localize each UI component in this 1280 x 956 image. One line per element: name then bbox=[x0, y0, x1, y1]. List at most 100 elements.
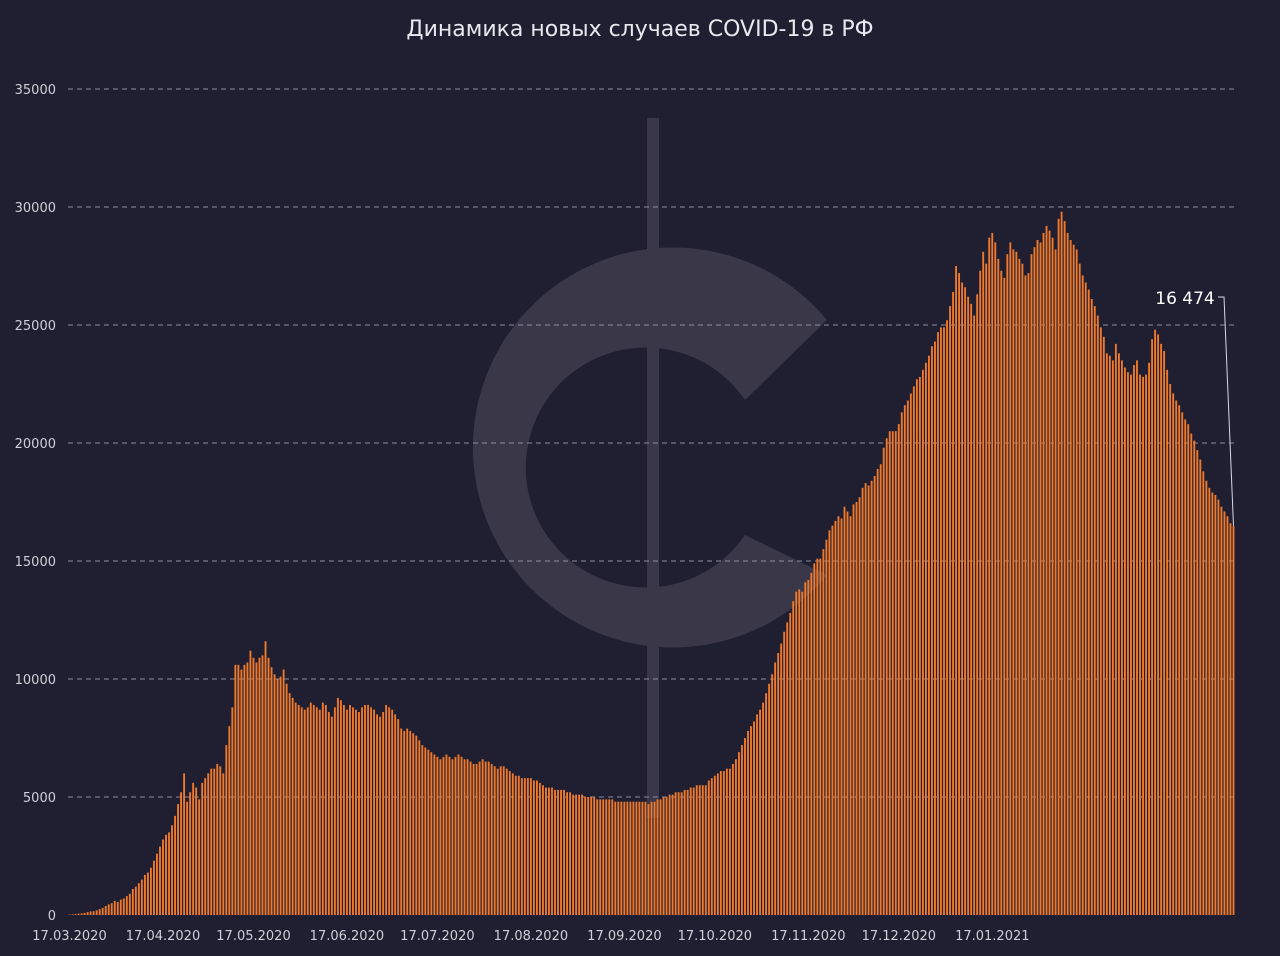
bar bbox=[472, 763, 475, 915]
bar bbox=[352, 707, 354, 915]
bar bbox=[885, 438, 888, 915]
bar bbox=[686, 789, 689, 915]
bar bbox=[1117, 353, 1120, 915]
bar bbox=[608, 799, 611, 915]
bar bbox=[484, 761, 487, 915]
bar bbox=[312, 704, 315, 915]
bar bbox=[680, 792, 683, 915]
bar bbox=[891, 431, 894, 915]
bar bbox=[403, 730, 406, 915]
bar bbox=[849, 516, 852, 915]
y-tick-label: 35000 bbox=[15, 83, 56, 98]
bar bbox=[1145, 374, 1147, 915]
bar bbox=[496, 768, 499, 915]
bar bbox=[228, 726, 231, 915]
bar bbox=[382, 712, 385, 915]
bar bbox=[159, 846, 161, 915]
bar bbox=[876, 468, 879, 915]
bar bbox=[1036, 240, 1039, 916]
bar bbox=[1181, 412, 1184, 915]
bar bbox=[804, 582, 807, 915]
bar bbox=[1114, 343, 1117, 915]
bar bbox=[1178, 405, 1181, 915]
bar bbox=[572, 794, 575, 915]
bar bbox=[725, 768, 728, 915]
bar bbox=[303, 709, 306, 915]
bar bbox=[593, 797, 596, 915]
bar bbox=[1111, 360, 1114, 915]
x-tick-label: 17.06.2020 bbox=[310, 929, 384, 944]
bar bbox=[728, 768, 731, 915]
bar bbox=[623, 801, 626, 915]
bar bbox=[77, 913, 80, 915]
bar bbox=[768, 683, 771, 915]
bar bbox=[128, 893, 131, 915]
bar bbox=[433, 754, 436, 915]
bar bbox=[710, 778, 713, 915]
bar bbox=[445, 754, 448, 915]
bar bbox=[89, 911, 92, 915]
bar bbox=[186, 801, 189, 915]
bar bbox=[635, 801, 638, 915]
bar bbox=[961, 282, 964, 915]
bar bbox=[98, 909, 101, 915]
annotation-leader-line bbox=[1218, 296, 1234, 527]
bar bbox=[505, 768, 508, 915]
bar bbox=[1069, 240, 1072, 916]
bar bbox=[1102, 336, 1105, 915]
bar bbox=[943, 327, 945, 915]
bar bbox=[255, 662, 258, 915]
bar bbox=[1184, 419, 1187, 915]
bar bbox=[234, 664, 237, 915]
bar bbox=[707, 780, 710, 915]
bar bbox=[738, 752, 740, 915]
bar bbox=[1012, 249, 1015, 916]
bar bbox=[122, 898, 125, 915]
bar bbox=[1039, 242, 1042, 915]
bar bbox=[611, 799, 614, 915]
bar bbox=[104, 906, 107, 915]
bar bbox=[418, 740, 421, 915]
bar bbox=[339, 700, 342, 915]
bar bbox=[1087, 289, 1090, 916]
bar bbox=[330, 716, 333, 915]
bar bbox=[107, 904, 110, 915]
bar bbox=[807, 579, 810, 915]
bar bbox=[153, 860, 155, 915]
bar bbox=[614, 801, 617, 915]
bar bbox=[843, 506, 846, 915]
bar bbox=[605, 799, 608, 915]
bar bbox=[1232, 526, 1235, 915]
chart-title: Динамика новых случаев COVID-19 в РФ bbox=[406, 17, 873, 42]
bar bbox=[469, 761, 472, 915]
bar bbox=[487, 761, 490, 915]
bar bbox=[747, 730, 749, 915]
bar bbox=[216, 763, 219, 915]
bar bbox=[291, 697, 294, 915]
bar bbox=[819, 558, 822, 915]
bar bbox=[240, 669, 243, 915]
bar bbox=[584, 797, 587, 915]
bar bbox=[201, 782, 204, 915]
bar bbox=[490, 763, 493, 915]
bar bbox=[421, 745, 424, 915]
bar bbox=[765, 693, 768, 915]
bar bbox=[370, 707, 372, 915]
bar bbox=[502, 766, 505, 915]
bar bbox=[1024, 275, 1027, 915]
bar bbox=[894, 431, 897, 915]
bar bbox=[1051, 237, 1054, 915]
bar bbox=[1202, 471, 1205, 915]
bar bbox=[557, 789, 559, 915]
bar bbox=[973, 315, 976, 915]
bar bbox=[174, 815, 176, 915]
bar bbox=[991, 232, 994, 915]
y-tick-label: 0 bbox=[48, 909, 56, 924]
bar bbox=[985, 263, 988, 915]
bar bbox=[294, 702, 297, 915]
bar bbox=[964, 287, 967, 915]
bar bbox=[816, 558, 819, 915]
bar bbox=[741, 745, 743, 915]
bar bbox=[870, 480, 873, 915]
bar bbox=[689, 787, 692, 915]
